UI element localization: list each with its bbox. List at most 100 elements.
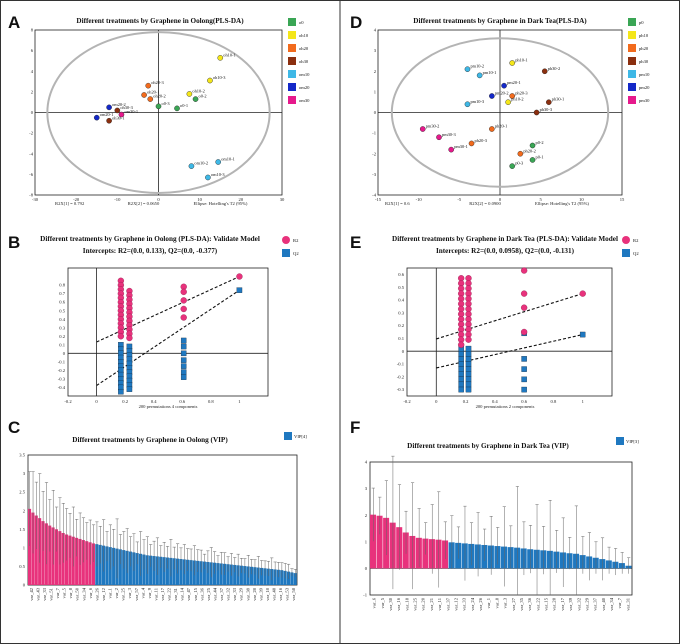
r2x2-label: R2X[2] = 0.0900	[469, 201, 501, 206]
x-tick-label: -30	[32, 197, 39, 202]
y-tick-label: 1	[374, 89, 377, 94]
vip-bar	[68, 535, 72, 585]
vip-bar	[266, 568, 270, 585]
sample-label: p0-3	[515, 161, 524, 166]
x-tick-label: 0.2	[463, 399, 469, 404]
chart-title: Different treatments by Graphene in Dark…	[407, 442, 569, 450]
sample-label: ph30-3	[540, 107, 553, 112]
vip-bar	[501, 546, 508, 569]
x-tick-label: var_36	[527, 597, 532, 610]
y-tick-label: 0.1	[398, 336, 404, 341]
legend-swatch	[628, 18, 636, 26]
sample-label: ph20-3	[475, 138, 488, 143]
vip-bar	[618, 563, 625, 569]
sample-label: ph20-2	[523, 148, 535, 153]
sample-point	[464, 66, 471, 72]
vip-bar	[540, 550, 547, 569]
x-tick-label: 20	[239, 197, 244, 202]
x-tick-label: var_1	[108, 587, 113, 598]
vip-bar	[520, 548, 527, 569]
sample-label: om20-2	[112, 102, 126, 107]
y-tick-label: -4	[29, 151, 34, 156]
sample-label: pm20-1	[507, 80, 521, 85]
chart-title: Different treatments by Graphene in Oolo…	[40, 235, 260, 243]
sample-label: om30-1	[124, 109, 138, 114]
vip-bar	[402, 532, 409, 569]
sample-label: p0-2	[536, 140, 544, 145]
vip-bar	[196, 560, 200, 585]
sample-point	[192, 96, 199, 102]
vip-bar	[276, 569, 280, 585]
sample-label: oh30-3	[120, 105, 133, 110]
legend-label: pm10	[639, 72, 650, 77]
vip-bar	[605, 560, 612, 569]
vip-bar	[179, 559, 183, 585]
sample-label: oh20-3	[151, 80, 164, 85]
sample-point	[215, 159, 221, 165]
sample-point	[489, 93, 495, 99]
vip-bar	[159, 556, 163, 585]
q2-point	[458, 371, 464, 377]
sample-point	[419, 126, 426, 132]
y-tick-label: 0.4	[59, 317, 65, 322]
r2x2-label: R2X[2] = 0.0650	[128, 201, 160, 206]
x-tick-label: var_28	[552, 597, 557, 610]
plot-frame	[406, 267, 613, 397]
sample-label: pm30-2	[426, 124, 440, 129]
vip-bar	[149, 555, 153, 585]
x-tick-label: 0.6	[521, 399, 527, 404]
sample-point	[501, 82, 507, 89]
vip-bar	[428, 539, 435, 569]
vip-bar	[233, 564, 237, 585]
sample-label: oh10-1	[223, 52, 235, 57]
sample-point	[468, 140, 475, 147]
sample-point	[436, 134, 442, 141]
legend-swatch	[628, 96, 636, 104]
x-tick-label: var_7	[55, 587, 60, 598]
y-tick-label: 0	[31, 110, 34, 115]
q2-point	[126, 386, 133, 392]
q2-point	[579, 331, 586, 338]
sample-point	[207, 77, 213, 84]
q2-point	[180, 357, 187, 363]
x-tick-label: var_11	[437, 597, 442, 610]
r2-point	[465, 336, 472, 343]
panel-letter: D	[350, 13, 362, 32]
y-tick-label: 0	[23, 583, 26, 588]
sample-point	[145, 82, 152, 89]
vip-bar	[239, 565, 243, 585]
q2-regression-line	[96, 289, 240, 386]
sample-point	[533, 109, 540, 116]
y-tick-label: -0.2	[58, 368, 66, 373]
x-tick-label: var_26	[94, 587, 99, 600]
y-tick-label: 2	[365, 513, 368, 518]
y-tick-label: 2	[31, 89, 34, 94]
sample-point	[93, 114, 100, 121]
x-tick-label: 0.2	[122, 399, 128, 404]
q2-point	[465, 351, 472, 357]
x-tick-label: -0.2	[403, 399, 411, 404]
sample-point	[509, 60, 516, 66]
legend-q2-marker	[282, 249, 290, 257]
legend-swatch	[288, 96, 296, 104]
x-tick-label: var_33	[42, 587, 47, 600]
x-tick-label: var_14	[180, 587, 185, 600]
q2-point	[465, 366, 472, 372]
x-tick-label: var_4	[140, 587, 145, 598]
plot-frame	[67, 267, 269, 397]
y-tick-label: 0.2	[59, 334, 65, 339]
vip-bar	[165, 557, 169, 585]
y-tick-label: -2	[372, 151, 377, 156]
y-tick-label: 0	[63, 351, 66, 356]
q2-point	[236, 287, 243, 293]
q2-point	[180, 350, 187, 357]
sample-point	[118, 111, 125, 118]
y-tick-label: -0.1	[58, 359, 66, 364]
sample-label: oh30-1	[112, 115, 124, 120]
r2-point	[180, 297, 187, 304]
vip-bar	[135, 553, 139, 585]
y-tick-label: 0.6	[59, 300, 65, 305]
x-tick-label: 10	[579, 197, 584, 202]
vip-bar	[533, 549, 540, 569]
x-tick-label: var_21	[429, 597, 434, 610]
